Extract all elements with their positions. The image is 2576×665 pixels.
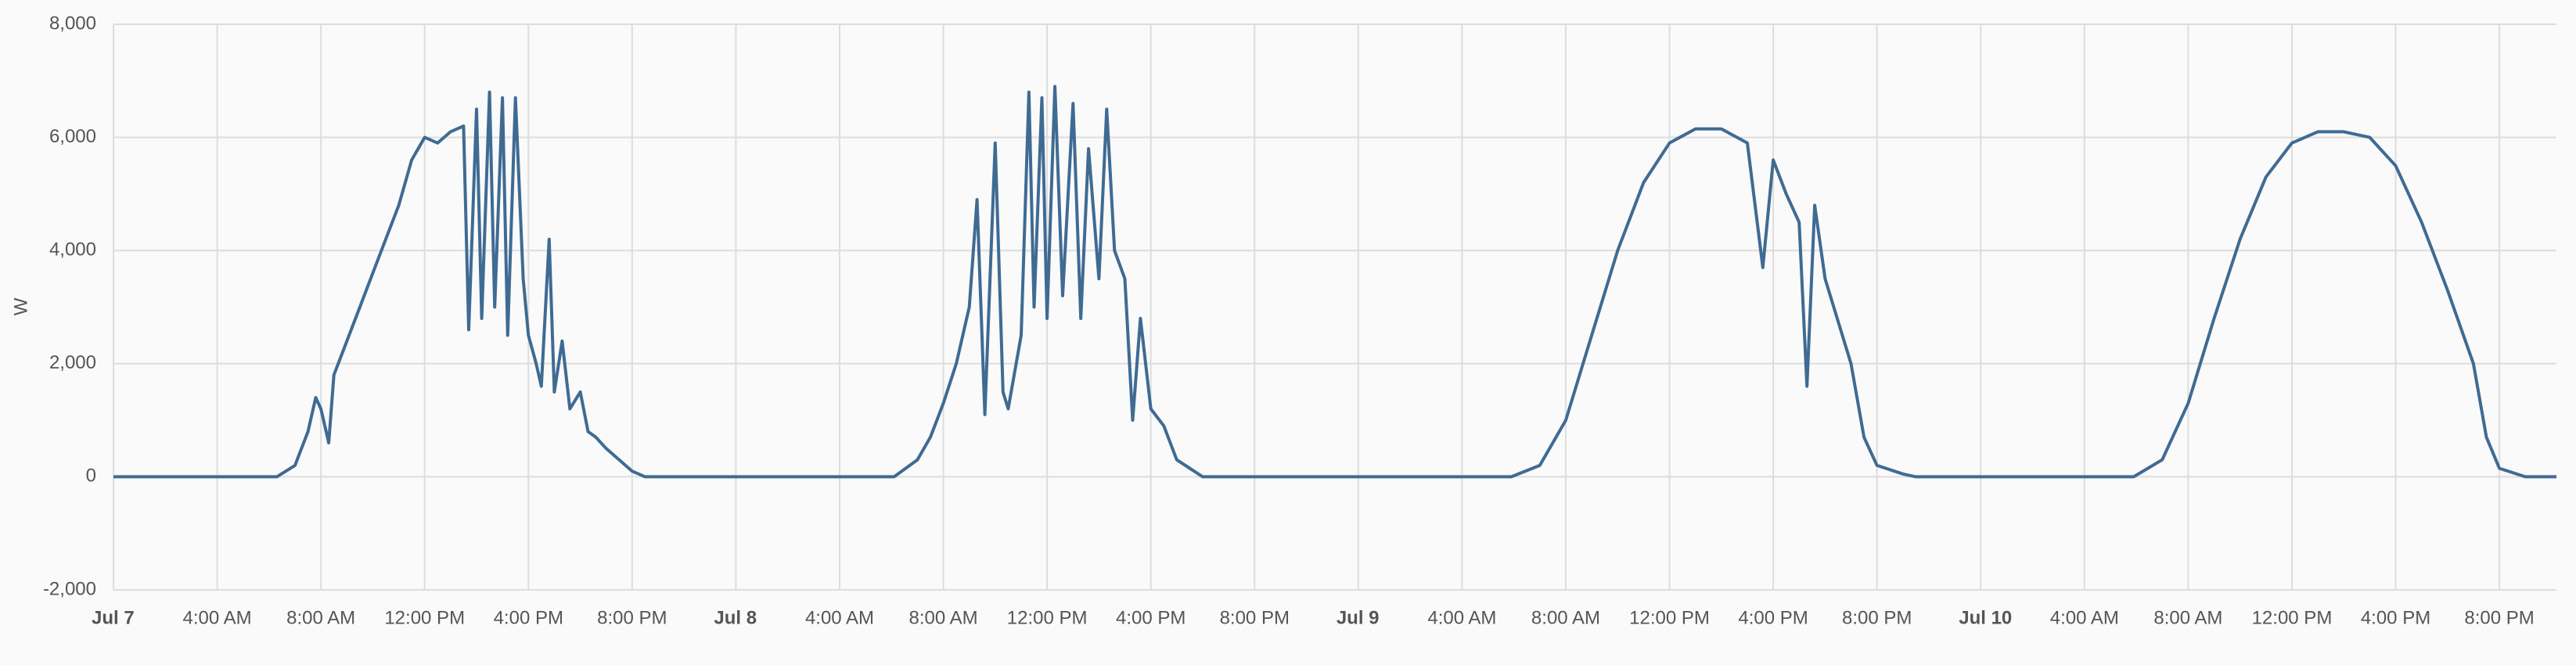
y-tick-label: 8,000 [49,13,96,34]
y-tick-label: 0 [86,466,96,487]
x-tick-label: Jul 7 [92,607,135,628]
x-tick-label: 4:00 PM [1116,607,1185,628]
x-tick-label: Jul 8 [714,607,757,628]
x-tick-label: 4:00 PM [1738,607,1808,628]
y-axis-label: W [10,297,31,315]
x-tick-label: 12:00 PM [384,607,465,628]
x-tick-label: 4:00 PM [494,607,563,628]
x-tick-label: 8:00 AM [2153,607,2222,628]
y-tick-label: 4,000 [49,239,96,261]
x-tick-label: 12:00 PM [1007,607,1088,628]
x-tick-label: 8:00 AM [909,607,978,628]
x-tick-label: Jul 9 [1337,607,1380,628]
x-tick-label: 8:00 PM [597,607,667,628]
x-tick-label: 8:00 PM [1842,607,1912,628]
x-tick-label: 8:00 PM [2464,607,2534,628]
x-tick-label: Jul 10 [1959,607,2012,628]
y-tick-label: -2,000 [43,578,96,599]
x-tick-label: 12:00 PM [2252,607,2333,628]
y-tick-label: 2,000 [49,352,96,373]
x-tick-label: 4:00 AM [1427,607,1496,628]
y-tick-label: 6,000 [49,126,96,147]
x-tick-label: 8:00 AM [1531,607,1600,628]
data-line [113,84,2556,479]
x-tick-label: 4:00 AM [2050,607,2119,628]
x-tick-label: 8:00 PM [1220,607,1290,628]
x-tick-label: 4:00 AM [805,607,874,628]
x-tick-label: 8:00 AM [286,607,355,628]
x-tick-label: 12:00 PM [1629,607,1710,628]
x-tick-label: 4:00 AM [183,607,252,628]
x-tick-label: 4:00 PM [2361,607,2430,628]
